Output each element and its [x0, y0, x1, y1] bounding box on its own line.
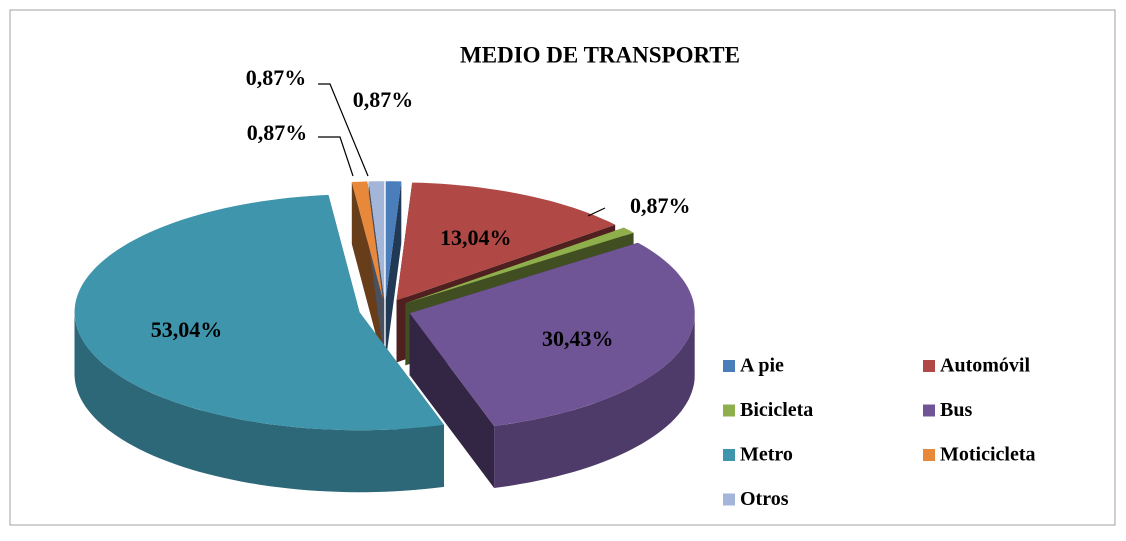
legend-label: Otros — [740, 488, 789, 510]
data-label: 0,87% — [247, 120, 308, 145]
data-label: 13,04% — [440, 225, 512, 250]
slice — [405, 227, 634, 304]
legend-swatch — [723, 493, 735, 506]
data-label: 0,87% — [353, 87, 414, 112]
legend-swatch — [923, 404, 935, 417]
data-label: 30,43% — [542, 326, 614, 351]
slice-side — [385, 181, 402, 362]
slice-wall — [494, 313, 695, 488]
legend-swatch — [923, 449, 935, 461]
leader-line — [318, 136, 354, 177]
slice — [409, 242, 695, 426]
legend-label: Automóvil — [940, 355, 1030, 377]
data-label: 53,04% — [151, 317, 223, 342]
chart-title: MEDIO DE TRANSPORTE — [460, 42, 740, 67]
legend-swatch — [723, 449, 735, 461]
legend-label: Moticicleta — [940, 444, 1036, 466]
legend-label: Metro — [740, 444, 793, 466]
slice-wall — [74, 312, 444, 493]
slice — [351, 181, 383, 300]
slice — [396, 182, 616, 301]
legend-swatch — [923, 360, 935, 372]
slice — [368, 181, 385, 300]
legend-swatch — [723, 360, 735, 372]
legend-label: Bicicleta — [740, 399, 813, 421]
legend-swatch — [723, 404, 735, 417]
slice-side — [351, 182, 383, 362]
slice — [74, 194, 444, 431]
slice — [385, 181, 402, 300]
legend-label: Bus — [940, 399, 972, 421]
data-label: 0,87% — [630, 193, 691, 218]
slice-side — [409, 313, 495, 488]
leader-line — [587, 207, 606, 217]
leader-line — [318, 83, 369, 177]
legend-label: A pie — [740, 355, 784, 377]
data-label: 0,87% — [246, 65, 307, 90]
